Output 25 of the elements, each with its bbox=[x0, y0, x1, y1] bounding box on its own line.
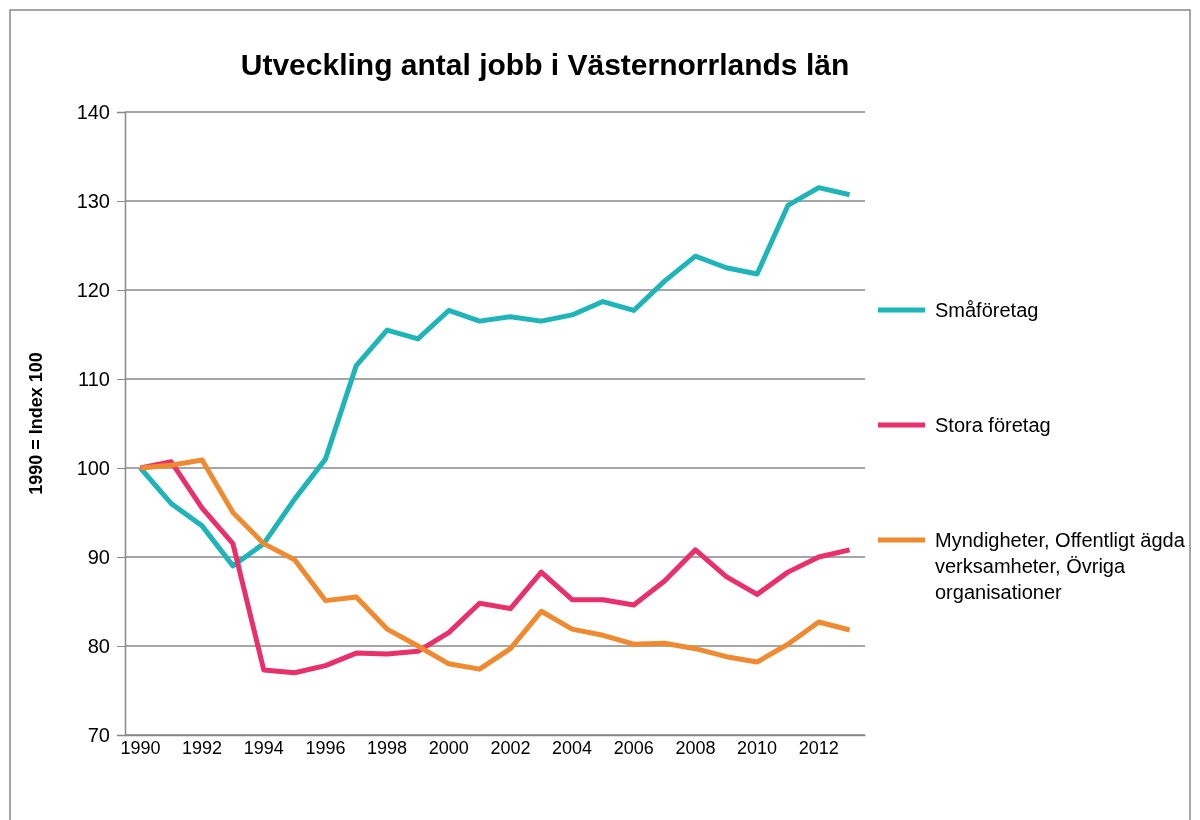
y-axis-title: 1990 = Index 100 bbox=[26, 352, 46, 495]
legend-label: Stora företag bbox=[935, 414, 1051, 436]
x-tick-label: 1998 bbox=[367, 738, 408, 758]
y-tick-label: 100 bbox=[76, 456, 110, 479]
y-tick-label: 130 bbox=[76, 189, 110, 212]
y-tick-label: 70 bbox=[87, 723, 110, 746]
y-tick-label: 90 bbox=[87, 545, 110, 568]
x-tick-label: 1990 bbox=[120, 738, 161, 758]
x-tick-label: 2008 bbox=[675, 738, 716, 758]
x-tick-label: 2000 bbox=[428, 738, 469, 758]
chart-title: Utveckling antal jobb i Västernorrlands län bbox=[240, 48, 850, 81]
x-tick-label: 2012 bbox=[798, 738, 839, 758]
y-tick-label: 140 bbox=[76, 100, 110, 123]
x-tick-label: 2006 bbox=[613, 738, 654, 758]
x-tick-label: 2010 bbox=[737, 738, 778, 758]
y-tick-label: 80 bbox=[87, 634, 110, 657]
x-tick-label: 1994 bbox=[243, 738, 284, 758]
x-tick-label: 1996 bbox=[305, 738, 346, 758]
x-tick-label: 2004 bbox=[552, 738, 593, 758]
y-tick-label: 110 bbox=[78, 367, 110, 390]
legend-label: Småföretag bbox=[935, 299, 1039, 321]
x-tick-label: 1992 bbox=[182, 738, 223, 758]
x-tick-label: 2002 bbox=[490, 738, 531, 758]
legend-label: Myndigheter, Offentligt ägda verksamheter, Övriga organisationer bbox=[935, 529, 1186, 603]
y-tick-label: 120 bbox=[76, 278, 110, 301]
